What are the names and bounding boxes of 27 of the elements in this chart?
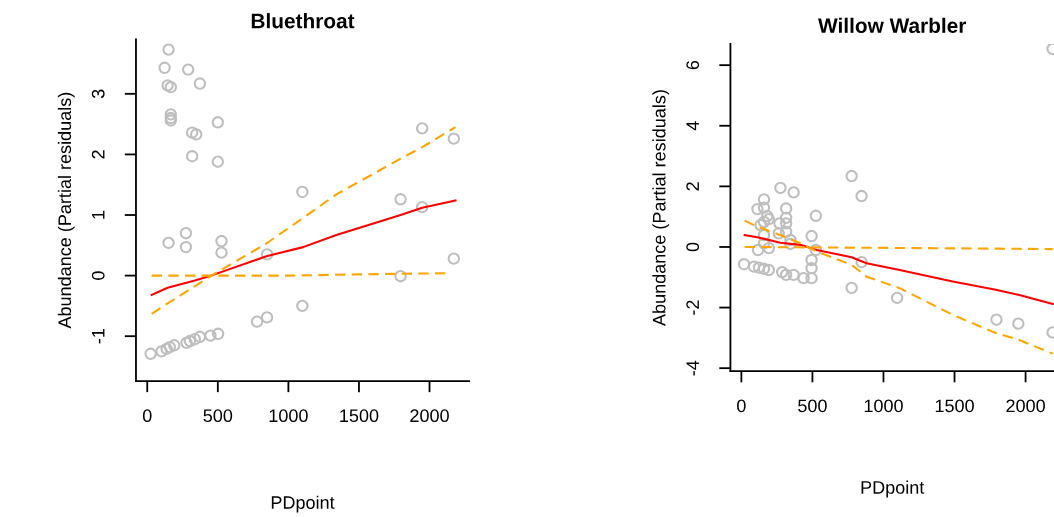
x-tick-label: 500 bbox=[203, 409, 233, 423]
x-tick-label: 2000 bbox=[410, 409, 449, 423]
x-axis-title: PDpoint bbox=[271, 495, 335, 513]
x-tick-label: 500 bbox=[798, 399, 827, 413]
x-tick-label: 0 bbox=[142, 409, 152, 423]
y-tick-label: 2 bbox=[686, 182, 699, 191]
y-tick-label: 0 bbox=[686, 242, 700, 252]
y-tick-label: 2 bbox=[91, 150, 105, 159]
y-tick-label: 6 bbox=[686, 60, 700, 70]
x-tick-label: 2000 bbox=[1006, 399, 1045, 413]
x-tick-label: 1500 bbox=[935, 399, 974, 413]
y-tick-label: -1 bbox=[92, 329, 105, 344]
y-tick-label: 0 bbox=[91, 271, 105, 280]
chart-title: Bluethroat bbox=[251, 13, 355, 29]
x-tick-label: 1500 bbox=[340, 409, 379, 423]
x-tick-label: 1000 bbox=[269, 409, 308, 423]
x-axis-title: PDpoint bbox=[861, 480, 925, 498]
x-tick-label: 1000 bbox=[864, 399, 903, 413]
y-axis-title: Abundance (Partial residuals) bbox=[652, 90, 670, 326]
x-tick-label: 0 bbox=[737, 399, 746, 413]
chart-title: Willow Warbler bbox=[818, 17, 967, 34]
y-tick-label: 1 bbox=[92, 210, 105, 219]
y-tick-label: 3 bbox=[91, 89, 105, 99]
y-tick-label: 4 bbox=[686, 121, 699, 131]
y-tick-label: -2 bbox=[686, 300, 699, 315]
y-tick-label: -4 bbox=[686, 360, 699, 376]
y-axis-title: Abundance (Partial residuals) bbox=[57, 92, 75, 329]
